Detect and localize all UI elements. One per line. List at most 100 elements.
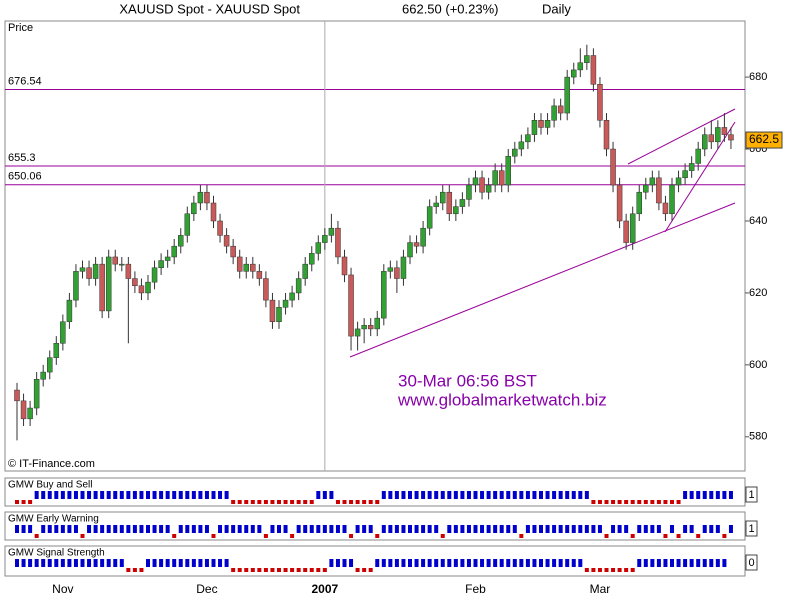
buy-signal (532, 491, 537, 499)
buy-signal (493, 525, 498, 533)
buy-signal (689, 525, 694, 533)
buy-signal (152, 559, 157, 567)
buy-signal (519, 491, 524, 499)
buy-signal (388, 525, 393, 533)
buy-signal (224, 491, 229, 499)
candle-body (282, 299, 289, 308)
candle-body (86, 267, 92, 279)
buy-signal (578, 525, 583, 533)
buy-signal (47, 491, 52, 499)
buy-signal (565, 559, 570, 567)
candle-body (518, 141, 525, 150)
candle-body (597, 84, 603, 121)
candle-body (440, 191, 446, 204)
buy-signal (480, 491, 485, 499)
candle-body (420, 227, 426, 247)
buy-signal (466, 559, 471, 567)
buy-signal (87, 559, 92, 567)
sell-signal (21, 500, 26, 504)
candle-body (99, 263, 105, 312)
last-price-box (745, 131, 783, 149)
sell-signal (309, 500, 314, 504)
candle-body (590, 55, 597, 85)
candle-body (335, 227, 341, 258)
buy-signal (224, 559, 229, 567)
price-text: 662.50 (+0.23%) (402, 1, 498, 16)
buy-signal (277, 525, 281, 533)
sell-signal (604, 568, 609, 572)
sell-signal (172, 534, 177, 538)
buy-signal (539, 559, 543, 567)
buy-signal (722, 491, 727, 499)
buy-signal (637, 525, 642, 533)
buy-signal (421, 525, 426, 533)
candle-body (603, 120, 610, 150)
buy-signal (67, 491, 72, 499)
candle-body (381, 271, 387, 319)
candle-body (538, 120, 544, 128)
buy-signal (421, 491, 426, 499)
candle-body (472, 177, 479, 186)
buy-signal (165, 491, 170, 499)
sell-signal (296, 568, 301, 572)
candle-body (682, 170, 688, 179)
buy-signal (250, 525, 255, 533)
buy-signal (617, 525, 622, 533)
buy-signal (355, 525, 360, 533)
candle-body (492, 170, 498, 186)
candle-body (191, 202, 197, 215)
buy-signal (178, 491, 183, 499)
sell-signal (611, 568, 616, 572)
buy-signal (368, 525, 373, 533)
candle-body (367, 325, 374, 330)
buy-signal (381, 525, 386, 533)
sell-signal (630, 500, 635, 504)
candle-body (184, 213, 191, 236)
buy-signal (722, 559, 727, 567)
annotation: www.globalmarketwatch.biz (397, 390, 607, 409)
y-tick-label: 600 (749, 359, 767, 371)
buy-signal (119, 559, 124, 567)
annotation: 30-Mar 06:56 BST (398, 371, 537, 390)
level-label: 650.06 (8, 171, 42, 183)
candle-body (171, 245, 177, 258)
sell-signal (670, 500, 674, 504)
buy-signal (571, 559, 576, 567)
buy-signal (473, 525, 478, 533)
candle-body (341, 256, 348, 276)
buy-signal (113, 491, 118, 499)
buy-signal (696, 491, 701, 499)
sell-signal (624, 500, 629, 504)
sell-signal (591, 568, 596, 572)
buy-signal (493, 491, 498, 499)
candle-body (47, 357, 53, 373)
buy-signal (231, 525, 236, 533)
candle-body (138, 285, 145, 294)
sell-signal (237, 568, 242, 572)
buy-signal (637, 559, 642, 567)
buy-signal (709, 559, 714, 567)
buy-signal (578, 491, 583, 499)
sell-signal (270, 568, 275, 572)
sell-signal (375, 534, 380, 538)
sell-signal (611, 500, 616, 504)
buy-signal (113, 525, 118, 533)
buy-signal (93, 525, 98, 533)
buy-signal (381, 559, 386, 567)
sell-signal (604, 534, 609, 538)
candle-body (426, 206, 433, 229)
buy-signal (139, 525, 144, 533)
candle-body (289, 292, 295, 301)
sell-signal (244, 500, 249, 504)
candle-body (236, 256, 243, 272)
buy-signal (696, 559, 701, 567)
buy-signal (41, 491, 46, 499)
sell-signal (663, 500, 668, 504)
buy-signal (119, 491, 124, 499)
buy-signal (172, 491, 177, 499)
indicator-value: 1 (748, 489, 754, 501)
candle-body (708, 134, 715, 143)
buy-signal (106, 559, 111, 567)
indicator-value: 1 (748, 523, 754, 535)
sell-signal (362, 500, 367, 504)
